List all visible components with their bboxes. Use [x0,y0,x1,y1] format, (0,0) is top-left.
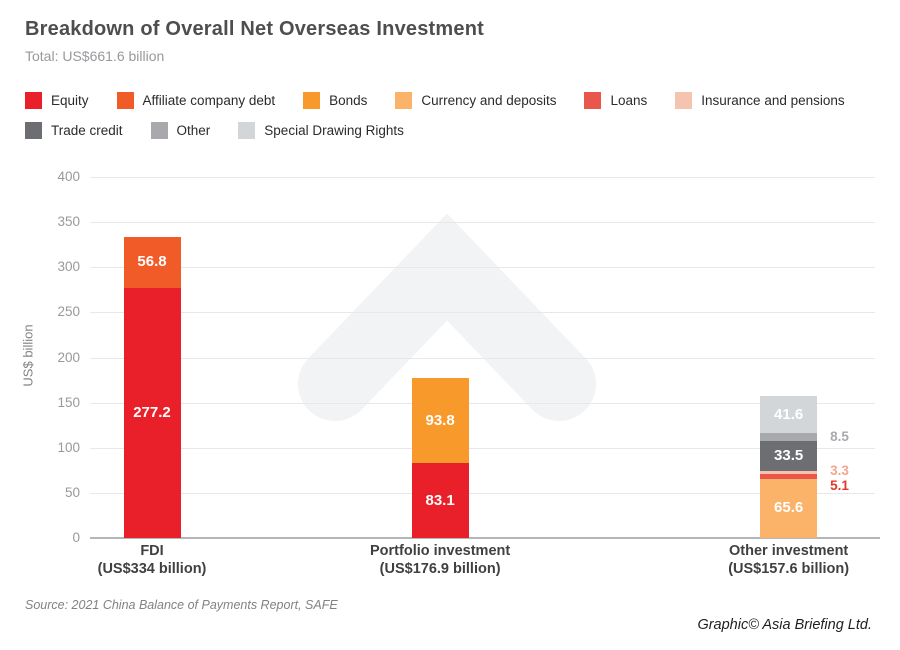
legend-label: Special Drawing Rights [264,123,404,138]
legend-label: Affiliate company debt [142,93,276,108]
segment-value-label: 93.8 [425,411,455,429]
legend-label: Currency and deposits [421,93,557,108]
credit-note: Graphic© Asia Briefing Ltd. [697,617,872,633]
segment-value-label: 277.2 [133,403,171,421]
segment-value-label: 65.6 [774,499,804,517]
bar-segment-insurance-and-pensions [760,471,818,475]
legend-swatch-icon [116,92,134,109]
legend-item-loans: Loans [584,92,647,109]
legend-item-bonds: Bonds [303,92,367,109]
segment-value-label-outside: 8.5 [830,429,849,445]
legend-label: Bonds [329,93,368,108]
y-axis-tick-label: 400 [57,169,80,184]
legend-item-currency-and-deposits: Currency and deposits [395,92,556,109]
segment-value-label-outside: 3.3 [830,462,849,478]
bar-segment-bonds [411,378,469,463]
legend-swatch-icon [238,122,256,139]
legend-item-special-drawing-rights: Special Drawing Rights [238,122,404,139]
y-axis-tick-label: 150 [57,394,80,410]
gridline [90,312,875,314]
bar-segment-equity [123,287,181,538]
bar-segment-equity [411,463,469,538]
bar-segment-loans [760,474,818,479]
legend-label: Trade credit [51,123,123,138]
legend-swatch-icon [584,92,602,109]
legend-item-trade-credit: Trade credit [25,122,123,139]
legend-swatch-icon [150,122,168,139]
legend-label: Insurance and pensions [701,93,845,108]
legend-swatch-icon [25,122,42,139]
segment-value-label-outside: 5.1 [830,478,849,494]
y-axis-tick-label: 350 [57,214,80,230]
gridline [90,222,875,224]
legend-swatch-icon [675,92,693,109]
bar-segment-affiliate-company-debt [123,236,181,288]
source-note: Source: 2021 China Balance of Payments R… [25,598,338,612]
x-axis-category-label: Portfolio investment (US$176.9 billion) [370,543,511,577]
gridline [90,447,875,449]
x-axis-line [90,537,880,539]
gridline [90,267,875,269]
gridline [90,177,875,178]
bar-segment-other [760,433,818,441]
legend-item-other: Other [150,122,211,139]
segment-value-label: 41.6 [774,405,804,423]
legend-swatch-icon [395,92,413,109]
legend-row-1: Equity Affiliate company debt Bonds Currenc… [25,92,845,109]
legend-item-insurance-and-pensions: Insurance and pensions [675,92,845,109]
y-axis-tick-label: 200 [57,349,80,365]
y-axis-label: US$ billion [20,324,36,387]
legend-label: Loans [610,93,648,108]
legend-item-affiliate-company-debt: Affiliate company debt [116,92,276,109]
bar-segment-special-drawing-rights [760,395,818,434]
gridline [90,402,875,404]
y-axis-tick-label: 100 [57,439,80,455]
legend-item-equity: Equity [25,92,89,109]
legend-swatch-icon [303,92,321,109]
gridline [90,357,875,359]
y-axis-tick-label: 250 [57,304,80,320]
legend-label: Other [176,123,211,138]
y-axis-tick-label: 0 [72,530,80,545]
bar-segment-currency-and-deposits [760,478,818,538]
y-axis-tick-label: 300 [57,259,80,275]
legend-swatch-icon [25,92,42,109]
x-axis-category-label: Other investment (US$157.6 billion) [728,543,850,577]
segment-value-label: 83.1 [425,491,455,509]
gridline [90,492,875,494]
y-axis-tick-label: 50 [64,484,80,500]
legend-label: Equity [51,93,89,108]
bar-segment-trade-credit [760,440,818,472]
legend-row-2: Trade credit Other Special Drawing Rights [25,122,404,139]
segment-value-label: 33.5 [774,447,804,465]
segment-value-label: 56.8 [137,253,167,271]
chart-total-subtitle: Total: US$661.6 billion [25,48,165,64]
x-axis-category-label: FDI (US$334 billion) [97,543,207,577]
page-title: Breakdown of Overall Net Overseas Invest… [25,18,484,40]
